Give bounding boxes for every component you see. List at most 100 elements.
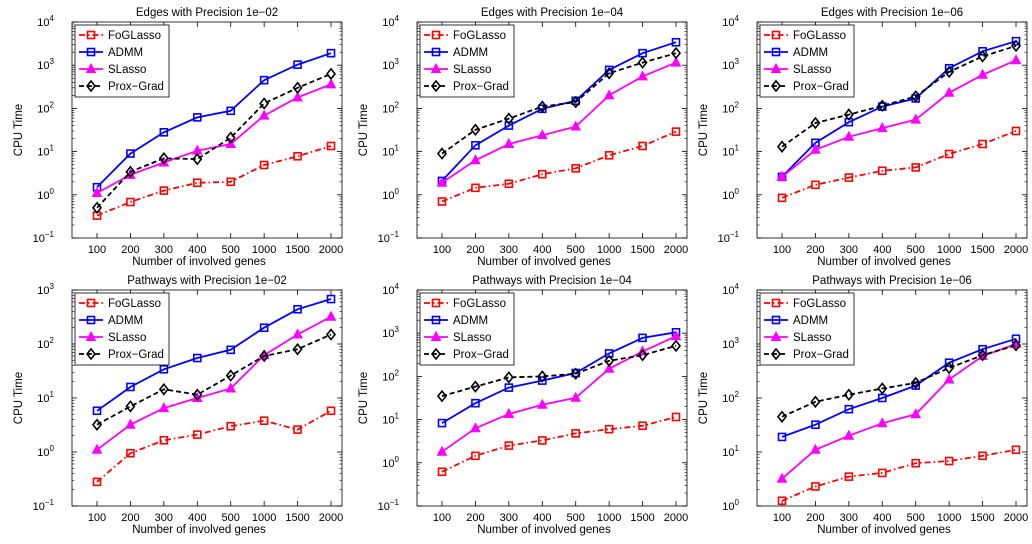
data-point bbox=[843, 429, 855, 440]
legend-marker bbox=[771, 47, 781, 57]
x-tick-label: 2000 bbox=[1004, 512, 1028, 524]
data-point bbox=[910, 376, 921, 390]
data-point bbox=[877, 166, 887, 176]
y-tick-label: 103 bbox=[722, 336, 739, 351]
x-tick-label: 300 bbox=[155, 512, 173, 524]
y-tick-label: 101 bbox=[37, 144, 54, 159]
legend-label: FoGLasso bbox=[108, 298, 161, 310]
data-point bbox=[436, 389, 448, 403]
data-point bbox=[91, 186, 103, 198]
legend-marker bbox=[85, 62, 97, 73]
series-4 bbox=[776, 39, 1022, 153]
data-point bbox=[471, 183, 480, 193]
y-tick-label: 10−1 bbox=[378, 230, 400, 245]
data-point bbox=[503, 137, 515, 148]
data-point bbox=[325, 67, 337, 81]
data-point bbox=[911, 163, 921, 172]
legend-box bbox=[74, 292, 170, 366]
y-tick-label: 104 bbox=[37, 14, 54, 29]
data-point bbox=[811, 420, 820, 430]
legend-marker bbox=[431, 47, 441, 57]
data-point bbox=[158, 152, 169, 165]
legend-marker bbox=[430, 62, 442, 73]
data-point bbox=[91, 443, 103, 454]
chart-title: Edges with Precision 1e−06 bbox=[821, 7, 963, 19]
y-tick-label: 101 bbox=[382, 412, 399, 427]
x-tick-label: 500 bbox=[907, 512, 925, 524]
series-line bbox=[781, 130, 1017, 199]
chart-title: Pathways with Precision 1e−02 bbox=[127, 275, 287, 287]
series-line bbox=[96, 410, 332, 483]
y-tick-label: 102 bbox=[722, 100, 739, 115]
data-point bbox=[570, 367, 581, 381]
data-point bbox=[776, 410, 788, 424]
x-tick-label: 300 bbox=[155, 244, 173, 256]
x-tick-label: 100 bbox=[88, 512, 106, 524]
data-point bbox=[638, 141, 647, 151]
x-tick-label: 1000 bbox=[597, 244, 621, 256]
series-line bbox=[781, 59, 1017, 178]
x-axis-label: Number of involved genes bbox=[132, 256, 266, 268]
series-line bbox=[441, 61, 677, 184]
y-tick-label: 101 bbox=[722, 144, 739, 159]
data-point bbox=[91, 418, 103, 432]
x-tick-label: 1000 bbox=[937, 244, 961, 256]
data-point bbox=[126, 197, 135, 207]
data-point bbox=[943, 86, 955, 97]
chart-title: Pathways with Precision 1e−06 bbox=[812, 275, 972, 287]
series-1 bbox=[92, 406, 336, 487]
y-axis-label: CPU Time bbox=[358, 104, 370, 156]
data-point bbox=[570, 120, 582, 131]
plot-frame bbox=[71, 21, 343, 239]
data-point bbox=[670, 46, 682, 60]
data-point bbox=[503, 112, 514, 125]
series-1 bbox=[777, 126, 1021, 203]
series-1 bbox=[92, 141, 336, 220]
y-axis-label: CPU Time bbox=[358, 372, 370, 424]
data-point bbox=[571, 429, 581, 438]
legend-marker bbox=[771, 30, 781, 40]
data-point bbox=[571, 164, 581, 173]
data-point bbox=[326, 294, 336, 304]
x-tick-label: 1000 bbox=[252, 244, 276, 256]
y-tick-label: 103 bbox=[382, 57, 399, 72]
x-tick-label: 400 bbox=[873, 244, 891, 256]
data-point bbox=[978, 46, 987, 56]
series-line bbox=[96, 298, 332, 412]
chart-panel-3: Edges with Precision 1e−06 10−1 100 101 102 1… bbox=[698, 7, 1028, 268]
legend-marker bbox=[770, 79, 782, 93]
legend-marker bbox=[431, 315, 441, 325]
chart-title: Edges with Precision 1e−04 bbox=[481, 7, 624, 19]
data-point bbox=[671, 37, 681, 47]
data-point bbox=[225, 382, 237, 393]
data-point bbox=[159, 186, 169, 195]
data-point bbox=[126, 149, 135, 158]
data-point bbox=[504, 383, 514, 392]
data-point bbox=[125, 165, 136, 179]
data-point bbox=[1011, 126, 1021, 136]
series-2 bbox=[92, 294, 336, 416]
data-point bbox=[1011, 445, 1021, 455]
data-point bbox=[159, 365, 169, 374]
data-point bbox=[776, 140, 788, 153]
data-point bbox=[326, 406, 336, 416]
data-point bbox=[844, 404, 854, 414]
legend-marker bbox=[771, 298, 781, 308]
data-point bbox=[537, 376, 547, 385]
series-line bbox=[441, 130, 677, 203]
legend-label: Prox−Grad bbox=[453, 81, 509, 93]
legend-marker bbox=[86, 47, 96, 57]
data-point bbox=[259, 160, 269, 170]
legend-marker bbox=[430, 347, 442, 361]
data-point bbox=[192, 113, 202, 122]
data-point bbox=[844, 173, 854, 182]
data-point bbox=[537, 100, 548, 113]
x-tick-label: 200 bbox=[121, 244, 139, 256]
plot-frame bbox=[416, 21, 688, 239]
legend-marker bbox=[85, 79, 97, 93]
legend-label: FoGLasso bbox=[793, 298, 846, 310]
x-tick-label: 200 bbox=[806, 244, 824, 256]
data-point bbox=[226, 177, 236, 187]
data-point bbox=[292, 91, 303, 102]
data-point bbox=[810, 443, 821, 454]
